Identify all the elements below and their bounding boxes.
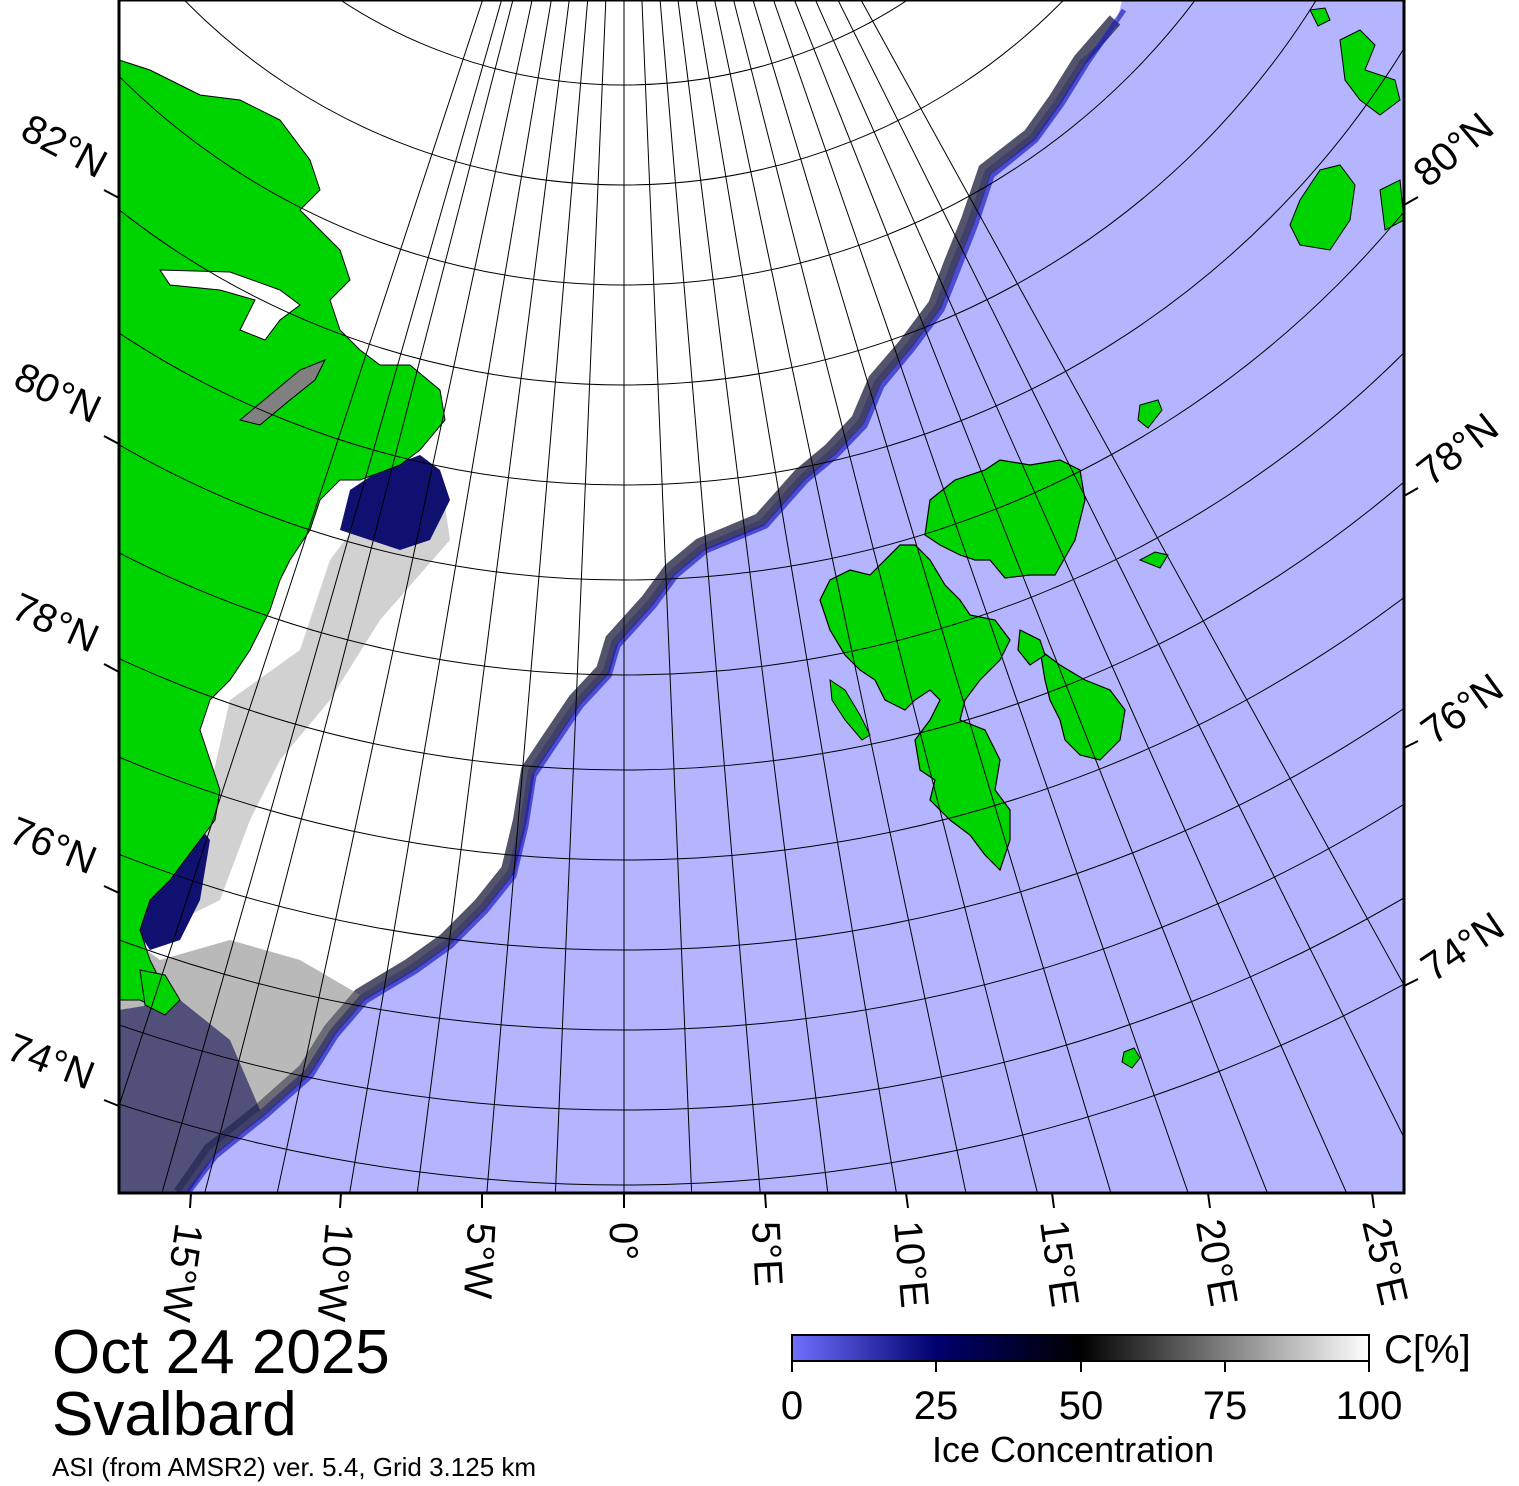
map-region-title: Svalbard [52, 1380, 297, 1449]
lat-label-right: 76°N [1413, 665, 1511, 753]
gray-ice-coastal-strip [180, 470, 450, 920]
lon-label: 5°E [743, 1220, 790, 1287]
kong-karls-land [1138, 551, 1169, 569]
prins-karls-forland [829, 678, 871, 741]
colorbar-ticks [791, 1361, 1370, 1372]
marginal-ice-edge [174, 15, 1121, 1193]
colorbar-tick-label: 0 [780, 1384, 804, 1428]
latitude-labels-left: 82°N 80°N 78°N 76°N 74°N [1, 106, 114, 1098]
greenland-coastal-island [139, 969, 181, 1016]
franz-josef-land [1289, 7, 1404, 251]
greenland-fjord [159, 269, 301, 341]
bjornoya-island [1121, 1047, 1141, 1069]
lon-label: 25°E [1353, 1214, 1415, 1309]
lon-label: 15°E [1031, 1217, 1087, 1309]
lat-label-right: 78°N [1409, 405, 1507, 495]
kvitoya-island [1137, 399, 1163, 429]
colorbar-tick-label: 50 [1058, 1384, 1104, 1428]
lon-label: 5°W [455, 1222, 503, 1300]
colorbar-title: Ice Concentration [932, 1429, 1215, 1470]
marginal-ice-blue-fringe [186, 8, 1127, 1193]
data-source-note: ASI (from AMSR2) ver. 5.4, Grid 3.125 km [52, 1452, 537, 1482]
polynya-northeast-greenland [340, 455, 450, 550]
latitude-labels-right: 80°N 78°N 76°N 74°N [1405, 104, 1512, 990]
barentsoya-island [1017, 629, 1046, 666]
colorbar-tick-label: 100 [1335, 1384, 1403, 1428]
lon-label: 15°W [153, 1221, 210, 1325]
lat-label-right: 80°N [1405, 104, 1502, 195]
frame-ticks [103, 189, 1419, 1209]
lon-label: 10°E [885, 1219, 936, 1310]
lon-label: 10°W [308, 1221, 360, 1323]
edgeoya-island [1039, 648, 1126, 761]
spitsbergen-island [819, 544, 1011, 872]
lat-label-left: 74°N [1, 1025, 100, 1098]
lon-label: 20°E [1187, 1216, 1245, 1309]
lon-label: 0° [601, 1222, 645, 1260]
nordaustlandet-island [924, 459, 1086, 579]
lat-label-right: 74°N [1413, 904, 1512, 990]
graticule [119, 0, 1404, 1193]
greenland-fjord-2 [238, 359, 327, 426]
lat-label-left: 78°N [6, 585, 106, 662]
longitude-labels: 15°W 10°W 5°W 0° 5°E 10°E 15°E 20°E 25°E [153, 1214, 1415, 1324]
lat-label-left: 82°N [14, 106, 114, 187]
lat-label-left: 76°N [3, 809, 102, 883]
colorbar [791, 1334, 1370, 1362]
greenland-landmass [119, 59, 446, 1011]
lat-label-left: 80°N [8, 354, 108, 432]
colorbar-tick-label: 75 [1202, 1384, 1248, 1428]
sea-ice-pack [119, 0, 1122, 1193]
map-date: Oct 24 2025 [52, 1318, 390, 1387]
colorbar-tick-label: 25 [913, 1384, 959, 1428]
map-frame [117, 0, 1406, 1195]
colorbar-unit: C[%] [1384, 1328, 1471, 1372]
